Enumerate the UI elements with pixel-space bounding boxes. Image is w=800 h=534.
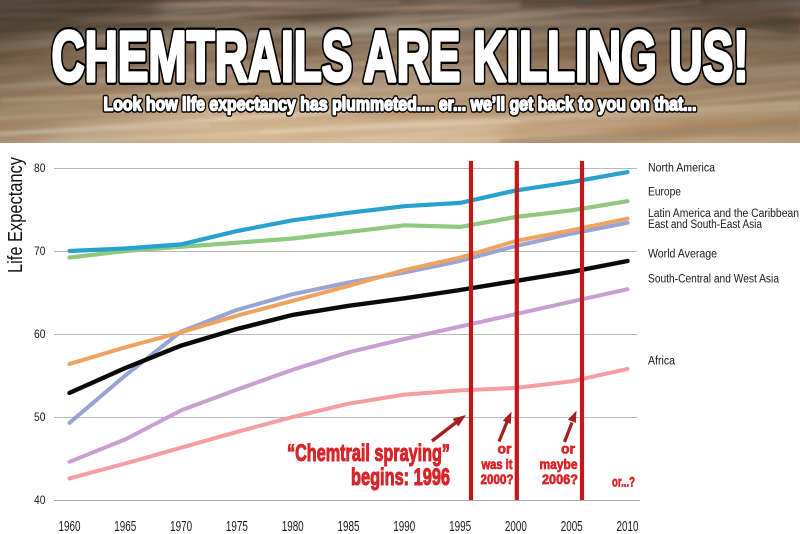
svg-text:CHEMTRAILS ARE KILLING US!: CHEMTRAILS ARE KILLING US! <box>52 17 749 97</box>
svg-text:North America: North America <box>648 162 716 174</box>
svg-text:1995: 1995 <box>449 519 471 534</box>
svg-text:begins: 1996: begins: 1996 <box>351 464 450 491</box>
svg-text:1980: 1980 <box>282 519 304 534</box>
svg-text:1970: 1970 <box>170 519 192 534</box>
svg-text:2010: 2010 <box>617 519 639 534</box>
svg-text:Life Expectancy: Life Expectancy <box>5 157 27 273</box>
svg-text:1975: 1975 <box>226 519 248 534</box>
svg-text:60: 60 <box>34 327 46 341</box>
svg-text:2000?: 2000? <box>481 472 514 487</box>
svg-text:Latin America and the Caribbea: Latin America and the Caribbean <box>648 208 799 220</box>
svg-text:Africa: Africa <box>648 356 676 368</box>
svg-text:70: 70 <box>34 244 46 258</box>
svg-text:1990: 1990 <box>393 519 415 534</box>
svg-text:“Chemtrail spraying”: “Chemtrail spraying” <box>287 440 450 467</box>
svg-text:2005: 2005 <box>561 519 583 534</box>
svg-text:World Average: World Average <box>648 248 717 260</box>
svg-text:Europe: Europe <box>648 187 681 199</box>
svg-text:East and South-East Asia: East and South-East Asia <box>648 219 763 231</box>
svg-text:50: 50 <box>34 410 46 424</box>
svg-text:or: or <box>498 442 513 457</box>
svg-text:CHEMTRAILS ARE KILLING US!: CHEMTRAILS ARE KILLING US! <box>52 17 749 97</box>
svg-text:or...?: or...? <box>612 475 635 490</box>
svg-text:1965: 1965 <box>114 519 136 534</box>
svg-text:2006?: 2006? <box>542 472 578 487</box>
svg-text:South-Central and West Asia: South-Central and West Asia <box>648 274 780 286</box>
svg-text:2000: 2000 <box>505 519 527 534</box>
svg-text:40: 40 <box>34 493 46 507</box>
svg-text:1985: 1985 <box>338 519 360 534</box>
svg-text:Look how life expectancy has p: Look how life expectancy has plummeted..… <box>104 94 697 116</box>
svg-text:was it: was it <box>481 457 513 472</box>
svg-text:Look how life expectancy has p: Look how life expectancy has plummeted..… <box>104 94 697 116</box>
svg-text:1960: 1960 <box>59 519 81 534</box>
svg-text:or: or <box>561 442 576 457</box>
svg-text:maybe: maybe <box>540 457 578 472</box>
svg-text:80: 80 <box>34 161 46 175</box>
